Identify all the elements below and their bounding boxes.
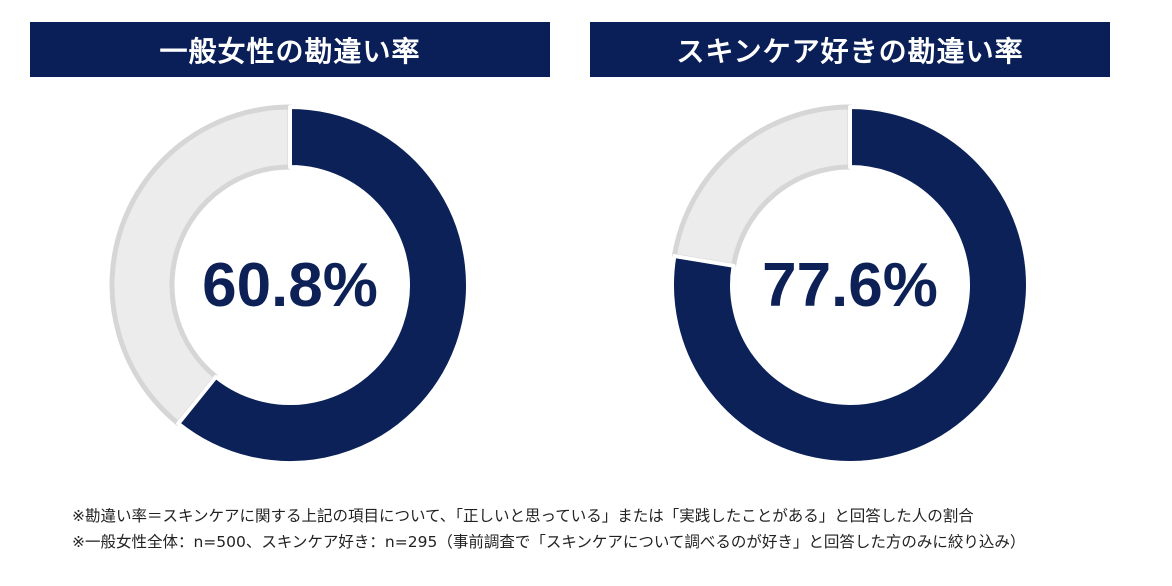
footnotes: ※勘違い率＝スキンケアに関する上記の項目について、「正しいと思っている」または「…: [72, 503, 1162, 555]
footnote-sample-size: ※一般女性全体：n=500、スキンケア好き：n=295（事前調査で「スキンケアに…: [72, 533, 1026, 551]
donut-slice-remainder: [109, 104, 293, 427]
donut-chart: 60.8%: [105, 100, 475, 470]
donut-slice-value: [176, 105, 470, 465]
center-value-label: 60.8%: [202, 250, 378, 320]
donut-slice-value: [670, 105, 1030, 465]
chart-title: スキンケア好きの勘違い率: [590, 22, 1110, 77]
footnote-definition: ※勘違い率＝スキンケアに関する上記の項目について、「正しいと思っている」または「…: [72, 507, 974, 525]
chart-panel-general-women: 一般女性の勘違い率 60.8%: [30, 0, 550, 480]
chart-panel-skincare-lovers: スキンケア好きの勘違い率 77.6%: [590, 0, 1110, 480]
chart-title: 一般女性の勘違い率: [30, 22, 550, 77]
center-value-label: 77.6%: [762, 250, 938, 320]
donut-chart: 77.6%: [665, 100, 1035, 470]
donut-svg: [109, 104, 470, 465]
donut-svg: [670, 104, 1030, 465]
